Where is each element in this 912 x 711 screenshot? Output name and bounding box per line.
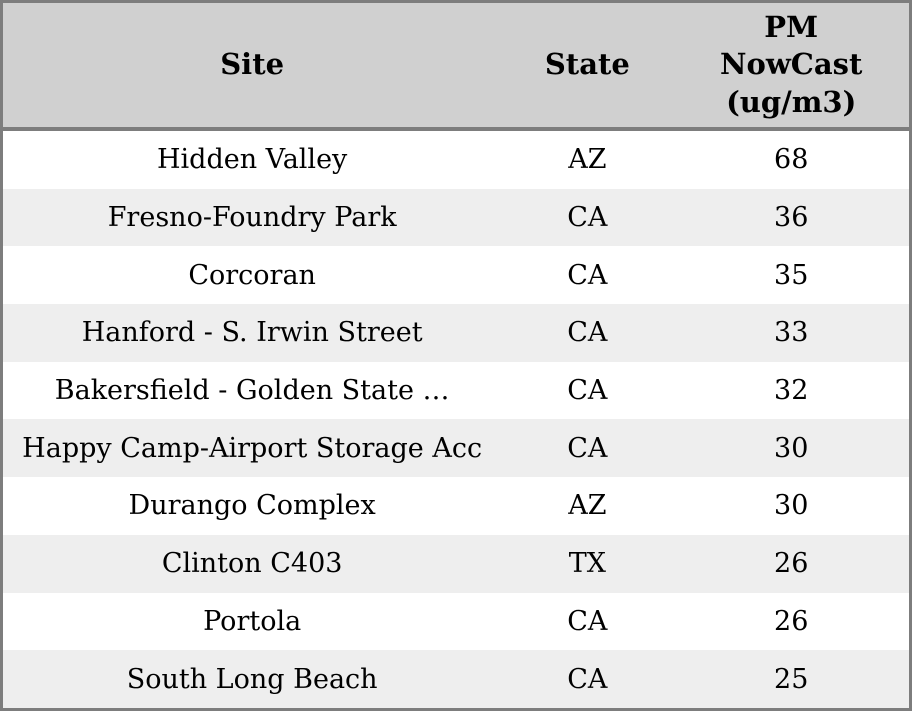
state-cell: CA <box>567 317 608 349</box>
column-header-site: Site <box>220 47 285 82</box>
table-row: Corcoran CA 35 <box>3 246 909 305</box>
state-cell: TX <box>568 548 606 580</box>
state-cell: CA <box>567 432 608 464</box>
site-cell: Fresno-Foundry Park <box>107 202 397 234</box>
table-row: Fresno-Foundry Park CA 36 <box>3 188 909 247</box>
site-cell: Hanford - S. Irwin Street <box>81 317 423 349</box>
table-row: Hidden Valley AZ 68 <box>3 131 909 189</box>
site-cell: Clinton C403 <box>161 548 343 580</box>
site-cell: Happy Camp-Airport Storage Acc <box>22 432 483 464</box>
pm-value-cell: 26 <box>774 605 809 637</box>
site-cell: Bakersfield - Golden State … <box>54 375 450 407</box>
column-header-state: State <box>544 47 630 82</box>
site-cell: Corcoran <box>188 259 316 291</box>
state-cell: CA <box>567 202 608 234</box>
pm-value-cell: 33 <box>774 317 809 349</box>
site-cell: South Long Beach <box>126 663 378 695</box>
site-cell: Portola <box>203 605 302 637</box>
table-row: Durango Complex AZ 30 <box>3 477 909 535</box>
pm-value-cell: 35 <box>774 259 809 291</box>
pm-value-cell: 32 <box>774 375 809 407</box>
pm-value-cell: 68 <box>774 144 809 176</box>
table-row: Portola CA 26 <box>3 592 909 651</box>
state-cell: CA <box>567 259 608 291</box>
state-cell: AZ <box>568 490 607 522</box>
column-header-pm-nowcast: PM NowCast (ug/m3) <box>719 10 863 119</box>
state-cell: CA <box>567 605 608 637</box>
pm-value-cell: 36 <box>774 202 809 234</box>
table-header-row: Site State PM NowCast (ug/m3) <box>3 3 909 131</box>
pm-value-cell: 30 <box>774 432 809 464</box>
pm-value-cell: 30 <box>774 490 809 522</box>
site-cell: Durango Complex <box>128 490 376 522</box>
pm-value-cell: 25 <box>774 663 809 695</box>
pm-value-cell: 26 <box>774 548 809 580</box>
table-row: Hanford - S. Irwin Street CA 33 <box>3 304 909 362</box>
table-row: South Long Beach CA 25 <box>3 650 909 708</box>
site-cell: Hidden Valley <box>156 144 348 176</box>
table-row: Bakersfield - Golden State … CA 32 <box>3 361 909 420</box>
state-cell: AZ <box>568 144 607 176</box>
table-row: Clinton C403 TX 26 <box>3 534 909 593</box>
state-cell: CA <box>567 663 608 695</box>
state-cell: CA <box>567 375 608 407</box>
table-row: Happy Camp-Airport Storage Acc CA 30 <box>3 419 909 478</box>
